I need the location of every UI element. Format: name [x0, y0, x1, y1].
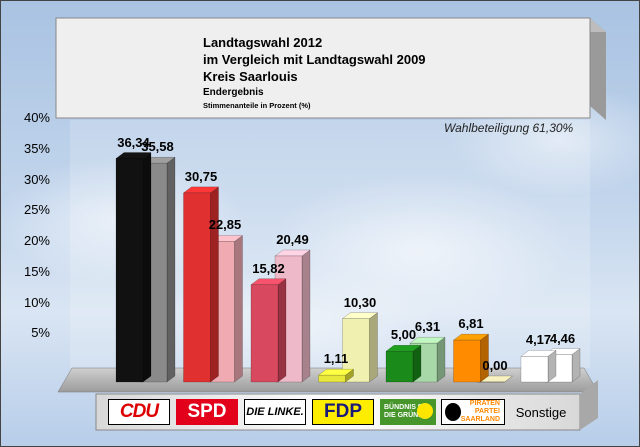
value-label-2012-6: 4,17 [525, 332, 552, 348]
chart-title: Landtagswahl 2012 [203, 35, 323, 50]
value-label-2012-1: 30,75 [184, 168, 218, 184]
bar-side [166, 156, 176, 383]
value-label-2009-6: 4,46 [549, 330, 576, 346]
value-label-2009-1: 22,85 [208, 217, 242, 233]
status-label: Endergebnis [203, 87, 264, 98]
logo-sonstige: Sonstige [508, 399, 574, 425]
bar-2012-4 [385, 344, 422, 383]
logo-piraten: PIRATEN PARTEI SAARLAND [441, 399, 505, 425]
logo-piraten-line2: PARTEI [474, 408, 500, 415]
bar-side [210, 186, 219, 383]
logo-fdp: FDP [312, 399, 374, 425]
bar-front [520, 356, 549, 383]
logo-strip-side [580, 380, 598, 430]
logo-linke-text: DIE LINKE. [246, 406, 304, 418]
value-label-2009-0: 35,58 [141, 139, 174, 155]
logo-gruene-line2: DIE GRÜNEN [384, 412, 428, 419]
logo-piraten-line3: SAARLAND [460, 416, 500, 423]
logo-spd: SPD [176, 399, 238, 425]
logo-cdu: CDU [108, 399, 170, 425]
bar-2009-3 [341, 312, 379, 383]
bar-front [115, 158, 144, 383]
bar-2012-3 [317, 368, 355, 383]
bar-front [318, 374, 346, 383]
bar-2012-0 [115, 152, 152, 383]
bar-2012-5 [452, 333, 490, 383]
y-tick-label: 15% [23, 263, 50, 279]
value-label-2012-2: 15,82 [252, 260, 285, 276]
pirate-flag-icon [445, 403, 461, 421]
logo-gruene: BÜNDNIS 90 DIE GRÜNEN [380, 399, 436, 425]
bar-front [250, 284, 279, 383]
bar-2012-1 [182, 186, 220, 383]
y-tick-label: 35% [23, 140, 50, 156]
bar-front [342, 318, 370, 383]
bar-front [183, 192, 211, 383]
y-axis-label: Stimmenanteile in Prozent (%) [203, 101, 311, 110]
bar-front [453, 339, 481, 383]
logo-linke: DIE LINKE. [244, 399, 306, 425]
logo-gruene-line1: BÜNDNIS 90 [384, 404, 426, 411]
y-tick-label: 25% [23, 202, 50, 218]
header-panel [55, 17, 591, 119]
y-tick-label: 20% [23, 233, 50, 248]
y-tick-label: 5% [31, 325, 50, 341]
bar-side [234, 234, 243, 383]
logo-piraten-line1: PIRATEN [469, 400, 500, 407]
value-label-2012-4: 5,00 [390, 327, 417, 343]
y-tick-label: 10% [23, 294, 50, 310]
value-label-2009-5: 0,00 [482, 358, 508, 373]
logo-sonstige-text: Sonstige [515, 404, 567, 420]
y-tick-label: 40% [23, 110, 50, 125]
sunflower-icon [417, 403, 433, 419]
bar-side [436, 336, 446, 383]
value-label-2012-3: 1,11 [323, 351, 349, 367]
logo-cdu-text: CDU [119, 401, 159, 422]
y-tick-label: 30% [23, 171, 50, 187]
chart-subtitle-1: im Vergleich mit Landtagswahl 2009 [203, 52, 426, 67]
bar-side [142, 152, 152, 383]
bar-front [385, 351, 414, 383]
bars-group [115, 152, 581, 383]
logo-spd-text: SPD [187, 401, 227, 422]
chart-subtitle-2: Kreis Saarlouis [203, 69, 298, 84]
value-label-2009-2: 20,49 [276, 231, 309, 247]
turnout-label: Wahlbeteiligung 61,30% [444, 121, 574, 135]
value-label-2012-5: 6,81 [458, 316, 484, 332]
bar-side [301, 249, 311, 383]
logo-fdp-text: FDP [324, 401, 362, 422]
bar-2012-2 [250, 278, 287, 383]
title-block: Landtagswahl 2012 im Vergleich mit Landt… [203, 34, 426, 112]
value-label-2009-4: 6,31 [414, 319, 441, 335]
bar-side [412, 344, 422, 383]
header-panel-side [590, 18, 606, 120]
value-label-2009-3: 10,30 [343, 294, 377, 310]
value-label-2012-0: 36,34 [117, 134, 150, 150]
bar-side [277, 278, 287, 383]
bar-side [369, 312, 378, 383]
bar-2012-6 [520, 349, 557, 383]
